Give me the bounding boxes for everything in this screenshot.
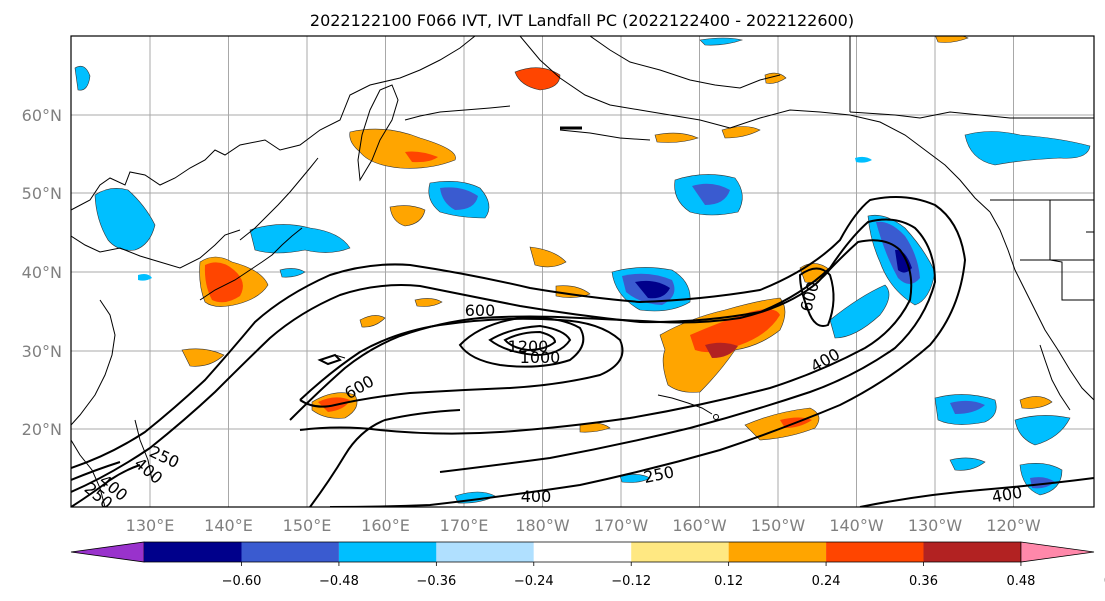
lon-label: 160°W bbox=[672, 516, 727, 535]
patch-small-pos4 bbox=[359, 315, 386, 328]
colorbar-segment bbox=[436, 542, 534, 562]
ivt-contours bbox=[71, 196, 1094, 507]
patch-baja-neg bbox=[934, 394, 997, 425]
colorbar-extension-low bbox=[70, 541, 145, 563]
lon-label: 160°E bbox=[361, 516, 410, 535]
lat-label: 50°N bbox=[22, 184, 62, 203]
latitude-labels: 60°N 50°N 40°N 30°N 20°N bbox=[22, 106, 62, 439]
colorbar-segment bbox=[338, 542, 437, 562]
colorbar-segment bbox=[241, 542, 339, 562]
lon-label: 180°W bbox=[515, 516, 570, 535]
colorbar-segment bbox=[631, 542, 729, 562]
colorbar-tick-label: −0.24 bbox=[514, 574, 554, 589]
patch-small-neg2 bbox=[949, 457, 986, 471]
patch-se-neg2 bbox=[1014, 415, 1071, 446]
patch-bering-neg bbox=[428, 181, 490, 219]
patch-alaska-pos bbox=[514, 67, 561, 91]
colorbar: −0.60 −0.48 −0.36 −0.24 −0.12 0.12 0.24 0.36 0.4… bbox=[70, 541, 1105, 589]
colorbar-segment bbox=[728, 542, 827, 562]
colorbar-extension-high bbox=[1020, 541, 1095, 563]
patch-japan-neg bbox=[249, 224, 351, 254]
patch-small-pos3 bbox=[414, 298, 443, 307]
patch-gulf-pos bbox=[721, 126, 761, 139]
patch-canada-pos bbox=[935, 36, 969, 43]
patch-tiny-neg1 bbox=[855, 156, 872, 163]
colorbar-tick-label: 0.12 bbox=[714, 574, 743, 589]
colorbar-tick-label: −0.12 bbox=[611, 574, 651, 589]
coastlines bbox=[71, 36, 1094, 507]
lon-label: 150°W bbox=[751, 516, 806, 535]
colorbar-outline bbox=[144, 541, 1021, 563]
colorbar-tick-label: 0.36 bbox=[909, 574, 938, 589]
lon-label: 150°E bbox=[283, 516, 332, 535]
patch-small-neg1 bbox=[279, 268, 306, 278]
colorbar-tick-label: 0.48 bbox=[1006, 574, 1035, 589]
colorbar-segment bbox=[533, 542, 632, 562]
lat-label: 20°N bbox=[22, 420, 62, 439]
patch-canada-neg bbox=[964, 131, 1091, 166]
lat-label: 60°N bbox=[22, 106, 62, 125]
patch-eastpac-neg2 bbox=[829, 284, 890, 339]
colorbar-tick-label: 0.60 bbox=[1104, 574, 1105, 589]
colorbar-tick-label: 0.24 bbox=[812, 574, 841, 589]
patch-north-neg bbox=[699, 37, 744, 46]
patch-tiny-neg2 bbox=[138, 274, 152, 281]
colorbar-tick-label: −0.48 bbox=[319, 574, 359, 589]
map-panel: 600 1200 1000 600 600 400 250 400 250 40… bbox=[70, 35, 1095, 508]
patch-west-pos bbox=[181, 348, 225, 367]
patch-okhotsk-pos bbox=[349, 128, 456, 169]
patch-bering-pos bbox=[654, 132, 699, 143]
lon-label: 170°E bbox=[440, 516, 489, 535]
map-frame bbox=[70, 35, 1095, 508]
patch-manchuria-neg bbox=[94, 188, 156, 251]
colorbar-tick-label: −0.60 bbox=[222, 574, 262, 589]
colorbar-segment bbox=[144, 542, 242, 562]
patch-midpac-pos2 bbox=[555, 285, 591, 298]
colorbar-segment bbox=[826, 542, 924, 562]
colorbar-segment bbox=[923, 542, 1021, 562]
lon-label: 130°W bbox=[908, 516, 963, 535]
patch-midpac-pos1 bbox=[529, 246, 567, 268]
patch-alaska-pos2 bbox=[764, 72, 787, 84]
patch-gulf-neg bbox=[674, 174, 743, 216]
lon-label: 130°E bbox=[126, 516, 175, 535]
lon-label: 140°E bbox=[204, 516, 253, 535]
negative-pc-patches bbox=[74, 37, 1091, 504]
patch-south-neg2 bbox=[619, 474, 651, 483]
lon-label: 170°W bbox=[594, 516, 649, 535]
patch-aleutian-pos bbox=[389, 205, 426, 227]
map-title: 2022122100 F066 IVT, IVT Landfall PC (20… bbox=[310, 11, 854, 30]
contour-label: 1000 bbox=[520, 348, 561, 367]
lon-label: 120°W bbox=[986, 516, 1041, 535]
colorbar-tick-label: −0.36 bbox=[416, 574, 456, 589]
contour-label: 400 bbox=[521, 487, 552, 506]
longitude-labels: 130°E 140°E 150°E 160°E 170°E 180°W 170°W 160°W… bbox=[126, 516, 1041, 535]
patch-small-pos2 bbox=[1019, 396, 1053, 409]
lat-label: 30°N bbox=[22, 342, 62, 361]
patch-westedge-neg bbox=[74, 65, 91, 91]
lat-label: 40°N bbox=[22, 263, 62, 282]
contour-label: 600 bbox=[465, 301, 496, 320]
contour-label: 1200 bbox=[508, 337, 549, 356]
lon-label: 140°W bbox=[829, 516, 884, 535]
